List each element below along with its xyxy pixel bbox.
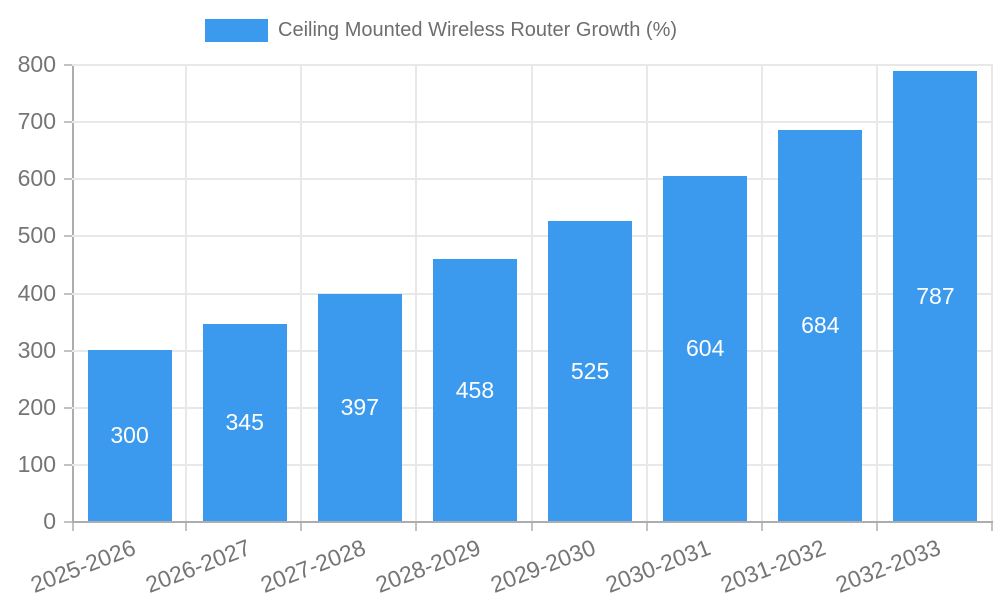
y-axis-tick	[64, 235, 72, 238]
x-tick-label: 2032-2033	[832, 534, 945, 598]
bar-value-label: 397	[340, 394, 379, 421]
y-tick-label: 0	[43, 508, 56, 534]
gridline-vertical	[415, 64, 418, 521]
x-axis-line	[72, 521, 993, 523]
y-axis-tick	[64, 292, 72, 295]
x-axis-tick	[760, 523, 763, 531]
y-axis-tick	[64, 406, 72, 409]
bar: 397	[317, 294, 402, 521]
x-axis-tick	[530, 523, 533, 531]
x-tick-label: 2027-2028	[256, 534, 369, 598]
gridline-horizontal	[72, 121, 993, 124]
y-tick-label: 600	[17, 165, 56, 192]
x-tick-label: 2030-2031	[602, 534, 715, 598]
bar: 458	[432, 259, 517, 521]
y-tick-label: 200	[17, 393, 56, 420]
bar: 345	[202, 323, 287, 521]
gridline-vertical	[645, 64, 648, 521]
x-axis-labels: 2025-2026 2026-2027 2027-2028 2028-2029 2029…	[27, 523, 993, 600]
y-tick-label: 700	[17, 108, 56, 135]
y-tick-label: 400	[17, 279, 56, 306]
legend-swatch	[205, 19, 268, 42]
gridline-vertical	[875, 64, 878, 521]
legend-label: Ceiling Mounted Wireless Router Growth (…	[278, 19, 678, 41]
y-axis-labels: 0 100 200 300 400 500 600 700 800	[0, 53, 56, 533]
gridline-vertical	[530, 64, 533, 521]
gridline-horizontal	[72, 64, 993, 66]
bar: 525	[548, 221, 633, 521]
x-axis-tick	[645, 523, 648, 531]
x-axis-tick	[300, 523, 303, 531]
x-axis-tick	[72, 523, 74, 531]
bar-value-label: 787	[916, 282, 955, 309]
x-axis-tick	[875, 523, 878, 531]
bar: 604	[663, 175, 748, 521]
gridline-horizontal	[72, 178, 993, 181]
bar-value-label: 300	[110, 421, 149, 448]
bar: 787	[893, 71, 978, 521]
y-axis-tick	[64, 349, 72, 352]
bar-value-label: 525	[570, 357, 610, 384]
gridline-horizontal	[72, 463, 993, 466]
bar-value-label: 684	[801, 312, 840, 339]
x-tick-label: 2026-2027	[141, 534, 254, 598]
bar-value-label: 604	[686, 334, 725, 361]
gridline-vertical	[300, 64, 303, 521]
bar: 684	[778, 130, 863, 521]
x-tick-label: 2028-2029	[371, 534, 484, 598]
gridline-vertical	[185, 64, 188, 521]
x-axis-tick	[415, 523, 418, 531]
plot-area: 300 345 397 458 525 604 684 787	[64, 64, 993, 531]
y-axis-tick	[64, 463, 72, 466]
x-tick-label: 2031-2032	[717, 534, 830, 598]
y-tick-label: 500	[17, 222, 56, 249]
y-axis-tick	[64, 121, 72, 124]
gridline-horizontal	[72, 235, 993, 238]
gridline-horizontal	[72, 292, 993, 295]
x-tick-label: 2025-2026	[26, 534, 139, 598]
gridline-horizontal	[72, 406, 993, 409]
x-axis-tick	[185, 523, 188, 531]
gridline-vertical	[991, 64, 993, 521]
bar-value-label: 345	[225, 408, 264, 435]
legend-item[interactable]: Ceiling Mounted Wireless Router Growth (…	[205, 19, 677, 42]
gridline-horizontal	[72, 349, 993, 352]
y-axis-tick	[64, 178, 72, 181]
y-tick-label: 300	[17, 336, 56, 363]
x-axis-tick	[991, 523, 993, 531]
bar: 300	[87, 349, 172, 521]
gridline-vertical	[760, 64, 763, 521]
y-tick-label: 800	[17, 51, 56, 77]
bar-value-label: 458	[455, 376, 495, 403]
y-tick-label: 100	[17, 450, 56, 477]
y-axis-tick	[64, 64, 72, 66]
y-axis-tick	[64, 521, 72, 523]
x-tick-label: 2029-2030	[487, 534, 600, 598]
